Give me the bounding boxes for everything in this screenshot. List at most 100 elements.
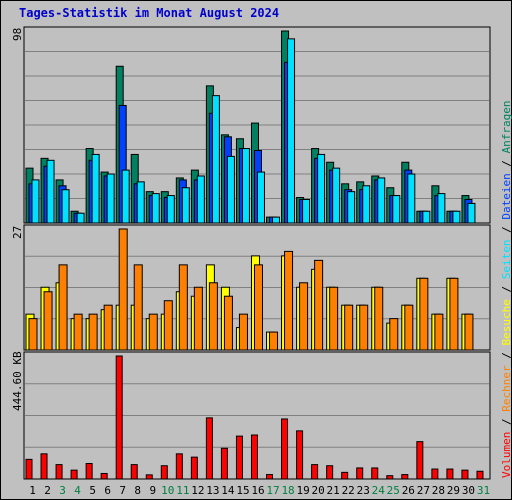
day-label-15: 15 bbox=[236, 484, 249, 497]
bar-seiten-day-27 bbox=[422, 210, 431, 224]
legend-separator: / bbox=[500, 219, 512, 240]
bar-volumen-day-16 bbox=[250, 434, 258, 480]
bar-rechner-day-30 bbox=[464, 313, 474, 351]
bar-seiten-day-1 bbox=[31, 179, 40, 224]
legend-item-besuche: Besuche bbox=[500, 299, 512, 346]
day-label-8: 8 bbox=[134, 484, 141, 497]
bar-rechner-day-18 bbox=[284, 250, 294, 351]
legend-item-anfragen: Anfragen bbox=[500, 100, 512, 154]
day-label-24: 24 bbox=[372, 484, 386, 497]
legend-item-dateien: Dateien bbox=[500, 173, 512, 220]
bar-volumen-day-1 bbox=[25, 458, 33, 480]
bar-volumen-day-20 bbox=[311, 464, 319, 480]
day-label-20: 20 bbox=[312, 484, 325, 497]
bar-rechner-day-3 bbox=[58, 264, 68, 351]
bar-seiten-day-17 bbox=[272, 216, 281, 224]
day-label-12: 12 bbox=[191, 484, 204, 497]
bar-volumen-day-30 bbox=[461, 469, 469, 480]
bar-rechner-day-9 bbox=[148, 313, 158, 351]
bar-rechner-day-14 bbox=[223, 295, 233, 351]
bar-rechner-day-8 bbox=[133, 264, 143, 351]
bar-volumen-day-2 bbox=[40, 453, 48, 480]
day-label-4: 4 bbox=[74, 484, 81, 497]
day-label-6: 6 bbox=[104, 484, 111, 497]
bar-rechner-day-11 bbox=[178, 264, 188, 351]
legend-separator: / bbox=[500, 345, 512, 366]
bar-volumen-day-12 bbox=[190, 456, 198, 480]
bar-volumen-day-23 bbox=[356, 467, 364, 480]
bar-volumen-day-8 bbox=[130, 464, 138, 480]
day-label-31: 31 bbox=[477, 484, 490, 497]
bar-rechner-day-29 bbox=[449, 277, 459, 351]
day-label-11: 11 bbox=[176, 484, 189, 497]
bar-volumen-day-9 bbox=[145, 474, 153, 480]
day-label-26: 26 bbox=[402, 484, 415, 497]
bar-seiten-day-7 bbox=[121, 169, 130, 224]
day-label-28: 28 bbox=[432, 484, 445, 497]
bar-volumen-day-4 bbox=[70, 469, 78, 480]
bar-rechner-day-15 bbox=[238, 313, 248, 351]
day-label-10: 10 bbox=[161, 484, 174, 497]
day-label-29: 29 bbox=[447, 484, 460, 497]
bar-seiten-day-11 bbox=[181, 187, 190, 224]
day-label-23: 23 bbox=[357, 484, 370, 497]
bar-volumen-day-11 bbox=[175, 453, 183, 480]
bar-seiten-day-20 bbox=[317, 153, 326, 224]
bar-volumen-day-27 bbox=[416, 441, 424, 480]
bar-seiten-day-16 bbox=[256, 171, 265, 224]
bar-rechner-day-5 bbox=[88, 313, 98, 351]
bar-seiten-day-29 bbox=[452, 210, 461, 224]
day-label-27: 27 bbox=[417, 484, 430, 497]
bar-seiten-day-24 bbox=[377, 177, 386, 224]
bar-volumen-day-7 bbox=[115, 355, 123, 480]
bar-rechner-day-19 bbox=[299, 282, 309, 351]
legend-separator: / bbox=[500, 153, 512, 174]
day-label-13: 13 bbox=[206, 484, 219, 497]
bar-volumen-day-22 bbox=[341, 471, 349, 480]
bar-seiten-day-4 bbox=[76, 212, 85, 224]
bar-seiten-day-21 bbox=[332, 167, 341, 224]
bar-volumen-day-21 bbox=[326, 465, 334, 480]
bar-volumen-day-28 bbox=[431, 468, 439, 480]
day-label-30: 30 bbox=[462, 484, 475, 497]
bar-rechner-day-25 bbox=[389, 318, 399, 351]
bar-rechner-day-13 bbox=[208, 282, 218, 351]
legend: Volumen / Rechner / Besuche / Seiten / D… bbox=[500, 100, 512, 478]
bar-rechner-day-1 bbox=[28, 318, 38, 351]
bar-volumen-day-3 bbox=[55, 464, 63, 480]
day-label-25: 25 bbox=[387, 484, 400, 497]
bar-volumen-day-19 bbox=[296, 430, 304, 480]
bar-volumen-day-25 bbox=[386, 475, 394, 480]
bar-seiten-day-28 bbox=[437, 193, 446, 224]
bar-rechner-day-10 bbox=[163, 300, 173, 351]
day-label-21: 21 bbox=[327, 484, 340, 497]
bar-rechner-day-28 bbox=[434, 313, 444, 351]
bar-seiten-day-30 bbox=[467, 202, 476, 224]
bar-seiten-day-18 bbox=[287, 38, 296, 224]
bar-volumen-day-26 bbox=[401, 474, 409, 480]
bar-seiten-day-15 bbox=[241, 148, 250, 224]
bar-seiten-day-3 bbox=[61, 189, 70, 224]
day-label-2: 2 bbox=[44, 484, 51, 497]
legend-separator: / bbox=[500, 411, 512, 432]
bar-volumen-day-18 bbox=[281, 418, 289, 480]
bar-seiten-day-25 bbox=[392, 195, 401, 224]
bar-rechner-day-23 bbox=[359, 304, 369, 351]
day-label-7: 7 bbox=[119, 484, 126, 497]
bar-volumen-day-17 bbox=[266, 474, 274, 480]
bar-seiten-day-8 bbox=[136, 181, 145, 224]
bar-rechner-day-24 bbox=[374, 286, 384, 351]
legend-item-seiten: Seiten bbox=[500, 239, 512, 280]
bar-seiten-day-22 bbox=[347, 191, 356, 224]
bar-seiten-day-2 bbox=[46, 159, 55, 224]
day-label-18: 18 bbox=[281, 484, 294, 497]
bar-rechner-day-12 bbox=[193, 286, 203, 351]
day-label-1: 1 bbox=[29, 484, 36, 497]
legend-separator: / bbox=[500, 279, 512, 300]
bar-rechner-day-21 bbox=[329, 286, 339, 351]
legend-item-rechner: Rechner bbox=[500, 365, 512, 412]
bar-rechner-day-7 bbox=[118, 228, 128, 351]
bar-seiten-day-23 bbox=[362, 185, 371, 224]
